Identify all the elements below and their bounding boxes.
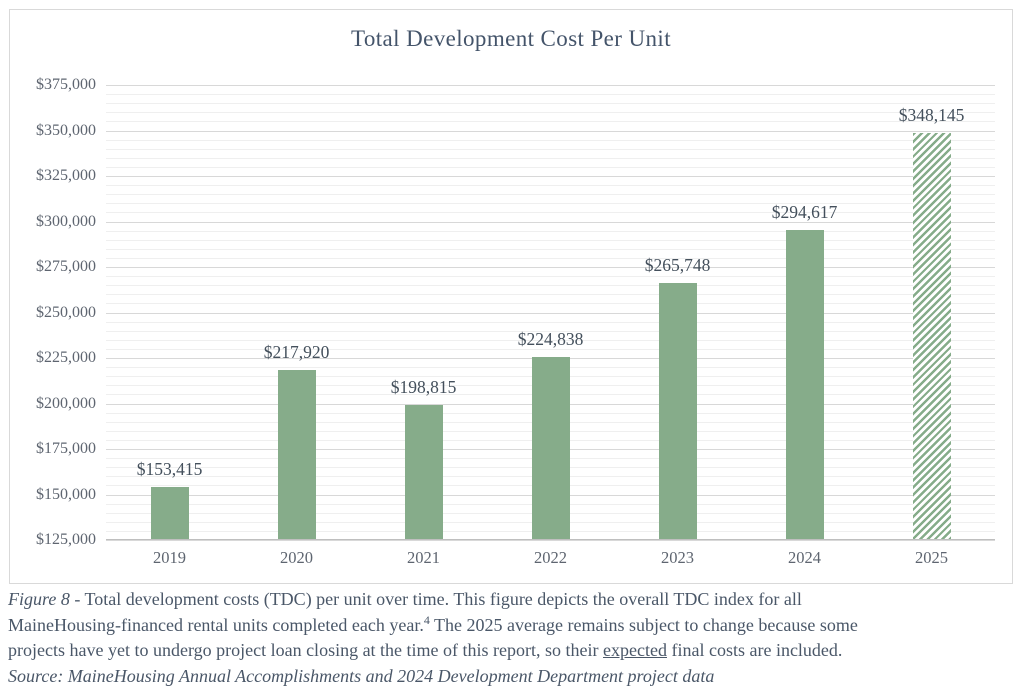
minor-gridline — [106, 212, 995, 214]
minor-gridline — [106, 276, 995, 278]
caption-italic-text: Source: MaineHousing Annual Accomplishme… — [8, 665, 715, 686]
y-axis-tick-label: $325,000 — [36, 167, 96, 184]
chart-frame: Total Development Cost Per Unit $125,000… — [9, 9, 1013, 584]
bar-2019 — [150, 487, 189, 539]
caption-text: final costs are included. — [666, 640, 843, 660]
x-axis-tick-label: 2025 — [915, 548, 948, 567]
y-axis-tick-label: $375,000 — [36, 76, 96, 93]
caption-text: - Total development costs (TDC) per unit… — [69, 589, 802, 609]
bar-value-label: $217,920 — [263, 341, 330, 362]
minor-gridline — [106, 94, 995, 96]
bar-value-label: $224,838 — [517, 329, 584, 350]
y-axis-tick-label: $225,000 — [36, 349, 96, 366]
caption-text: projects have yet to undergo project loa… — [8, 640, 604, 660]
caption-line: Figure 8 - Total development costs (TDC)… — [8, 587, 1020, 613]
bar-2020 — [277, 369, 316, 539]
minor-gridline — [106, 239, 995, 241]
caption-line: projects have yet to undergo project loa… — [8, 638, 1020, 664]
caption-line: Source: MaineHousing Annual Accomplishme… — [8, 664, 1020, 690]
caption-text: MaineHousing-financed rental units compl… — [8, 614, 424, 635]
x-axis-line — [106, 539, 995, 540]
minor-gridline — [106, 230, 995, 232]
bar-2025 — [912, 132, 951, 539]
minor-gridline — [106, 321, 995, 323]
y-axis-tick-label: $200,000 — [36, 394, 96, 412]
x-axis-tick-label: 2020 — [280, 548, 313, 567]
minor-gridline — [106, 166, 995, 168]
y-axis-tick-label: $300,000 — [36, 212, 96, 230]
y-axis-tick-label: $125,000 — [36, 531, 96, 548]
bar-2022 — [531, 357, 570, 539]
minor-gridline — [106, 294, 995, 296]
minor-gridline — [106, 257, 995, 259]
minor-gridline — [106, 303, 995, 305]
bar-2024 — [785, 230, 824, 539]
major-gridline — [106, 221, 995, 223]
minor-gridline — [106, 121, 995, 123]
major-gridline — [106, 176, 995, 177]
minor-gridline — [106, 330, 995, 332]
y-axis-tick-label: $250,000 — [36, 303, 96, 321]
bar-value-label: $294,617 — [771, 202, 838, 223]
x-axis-tick-label: 2024 — [788, 548, 821, 567]
minor-gridline — [106, 112, 995, 114]
major-gridline — [106, 312, 995, 314]
minor-gridline — [106, 157, 995, 159]
major-gridline — [106, 85, 995, 86]
minor-gridline — [106, 103, 995, 105]
minor-gridline — [106, 339, 995, 341]
y-axis-tick-label: $150,000 — [36, 485, 96, 503]
major-gridline — [106, 540, 995, 541]
minor-gridline — [106, 248, 995, 250]
caption-italic-text: Figure 8 — [8, 589, 70, 609]
x-axis-tick-label: 2019 — [153, 548, 186, 567]
y-axis-tick-label: $275,000 — [36, 258, 96, 275]
minor-gridline — [106, 194, 995, 196]
footnote-marker: 4 — [423, 612, 430, 627]
bar-2021 — [404, 404, 443, 539]
bar-value-label: $153,415 — [136, 459, 203, 480]
bar-value-label: $198,815 — [390, 376, 457, 397]
minor-gridline — [106, 148, 995, 150]
major-gridline — [106, 130, 995, 132]
chart-title: Total Development Cost Per Unit — [351, 26, 671, 51]
plot-area: $125,000 $150,000 $175,000 $200,000 $225,000… — [36, 76, 995, 567]
x-axis-tick-label: 2022 — [534, 548, 567, 567]
caption-line: MaineHousing-financed rental units compl… — [8, 613, 1020, 639]
figure-caption: Figure 8 - Total development costs (TDC)… — [8, 587, 1020, 689]
caption-text: The 2025 average remains subject to chan… — [429, 614, 858, 635]
y-axis-tick-label: $175,000 — [36, 440, 96, 457]
bar-2023 — [658, 282, 697, 539]
y-axis-tick-label: $350,000 — [36, 121, 96, 139]
caption-underlined-word: expected — [603, 640, 667, 660]
bar-value-label: $348,145 — [898, 104, 965, 125]
bar-value-label: $265,748 — [644, 254, 711, 275]
x-axis-tick-label: 2023 — [661, 548, 694, 567]
x-axis-tick-label: 2021 — [407, 548, 440, 567]
minor-gridline — [106, 203, 995, 205]
major-gridline — [106, 267, 995, 268]
minor-gridline — [106, 285, 995, 287]
minor-gridline — [106, 185, 995, 187]
minor-gridline — [106, 139, 995, 141]
minor-gridline — [106, 348, 995, 350]
